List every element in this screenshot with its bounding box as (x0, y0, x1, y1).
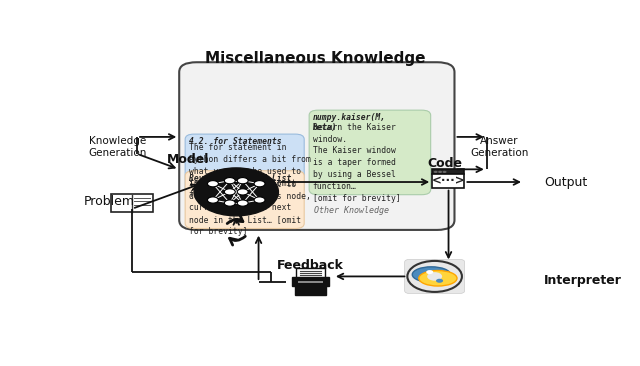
Circle shape (224, 189, 236, 195)
Circle shape (237, 178, 248, 184)
Circle shape (194, 168, 278, 216)
Text: Output: Output (544, 176, 587, 188)
FancyBboxPatch shape (292, 277, 330, 286)
Text: Model: Model (167, 153, 209, 166)
Circle shape (237, 200, 248, 206)
FancyBboxPatch shape (296, 268, 325, 277)
Circle shape (426, 270, 433, 274)
Circle shape (207, 180, 218, 187)
Text: Miscellaneous Knowledge: Miscellaneous Knowledge (205, 51, 426, 66)
FancyBboxPatch shape (295, 286, 326, 295)
Text: 4.2. for Statements: 4.2. for Statements (189, 137, 281, 146)
Circle shape (237, 189, 248, 195)
Text: Problem: Problem (84, 195, 135, 208)
Text: Return the Kaiser
window.
The Kaiser window
is a taper formed
by using a Bessel
: Return the Kaiser window. The Kaiser win… (312, 123, 401, 203)
Text: Interpreter: Interpreter (544, 274, 621, 287)
Text: Take prev, cur, nxt to
denote the previous node,
current node and next
node in t: Take prev, cur, nxt to denote the previo… (189, 180, 310, 236)
FancyBboxPatch shape (111, 194, 153, 212)
Circle shape (434, 171, 438, 173)
Ellipse shape (427, 272, 442, 281)
Circle shape (254, 197, 265, 203)
Circle shape (436, 279, 443, 283)
Text: Feedback: Feedback (277, 259, 344, 272)
Text: Code: Code (427, 157, 462, 170)
Circle shape (443, 171, 447, 173)
Text: <···>: <···> (431, 175, 465, 188)
Ellipse shape (419, 270, 457, 286)
Text: Knowledge
Generation: Knowledge Generation (88, 136, 147, 158)
Text: Answer
Generation: Answer Generation (470, 136, 528, 158)
FancyBboxPatch shape (309, 110, 431, 195)
Circle shape (438, 171, 442, 173)
FancyBboxPatch shape (404, 259, 465, 294)
Ellipse shape (412, 267, 451, 282)
Text: The for statement in
Python differs a bit from
what you may be used to
in C or P: The for statement in Python differs a bi… (189, 143, 310, 199)
FancyBboxPatch shape (432, 175, 465, 188)
Text: Other Knowledge: Other Knowledge (314, 206, 389, 215)
Text: Reverse a Linked List: Reverse a Linked List (189, 173, 291, 183)
Circle shape (224, 178, 236, 184)
Text: numpy.kaiser(M,
beta): numpy.kaiser(M, beta) (312, 113, 386, 132)
FancyBboxPatch shape (298, 280, 323, 283)
Circle shape (207, 197, 218, 203)
Circle shape (224, 200, 236, 206)
FancyBboxPatch shape (185, 134, 304, 195)
Circle shape (254, 180, 265, 187)
FancyBboxPatch shape (432, 169, 465, 175)
FancyBboxPatch shape (179, 62, 454, 230)
FancyBboxPatch shape (185, 171, 304, 228)
